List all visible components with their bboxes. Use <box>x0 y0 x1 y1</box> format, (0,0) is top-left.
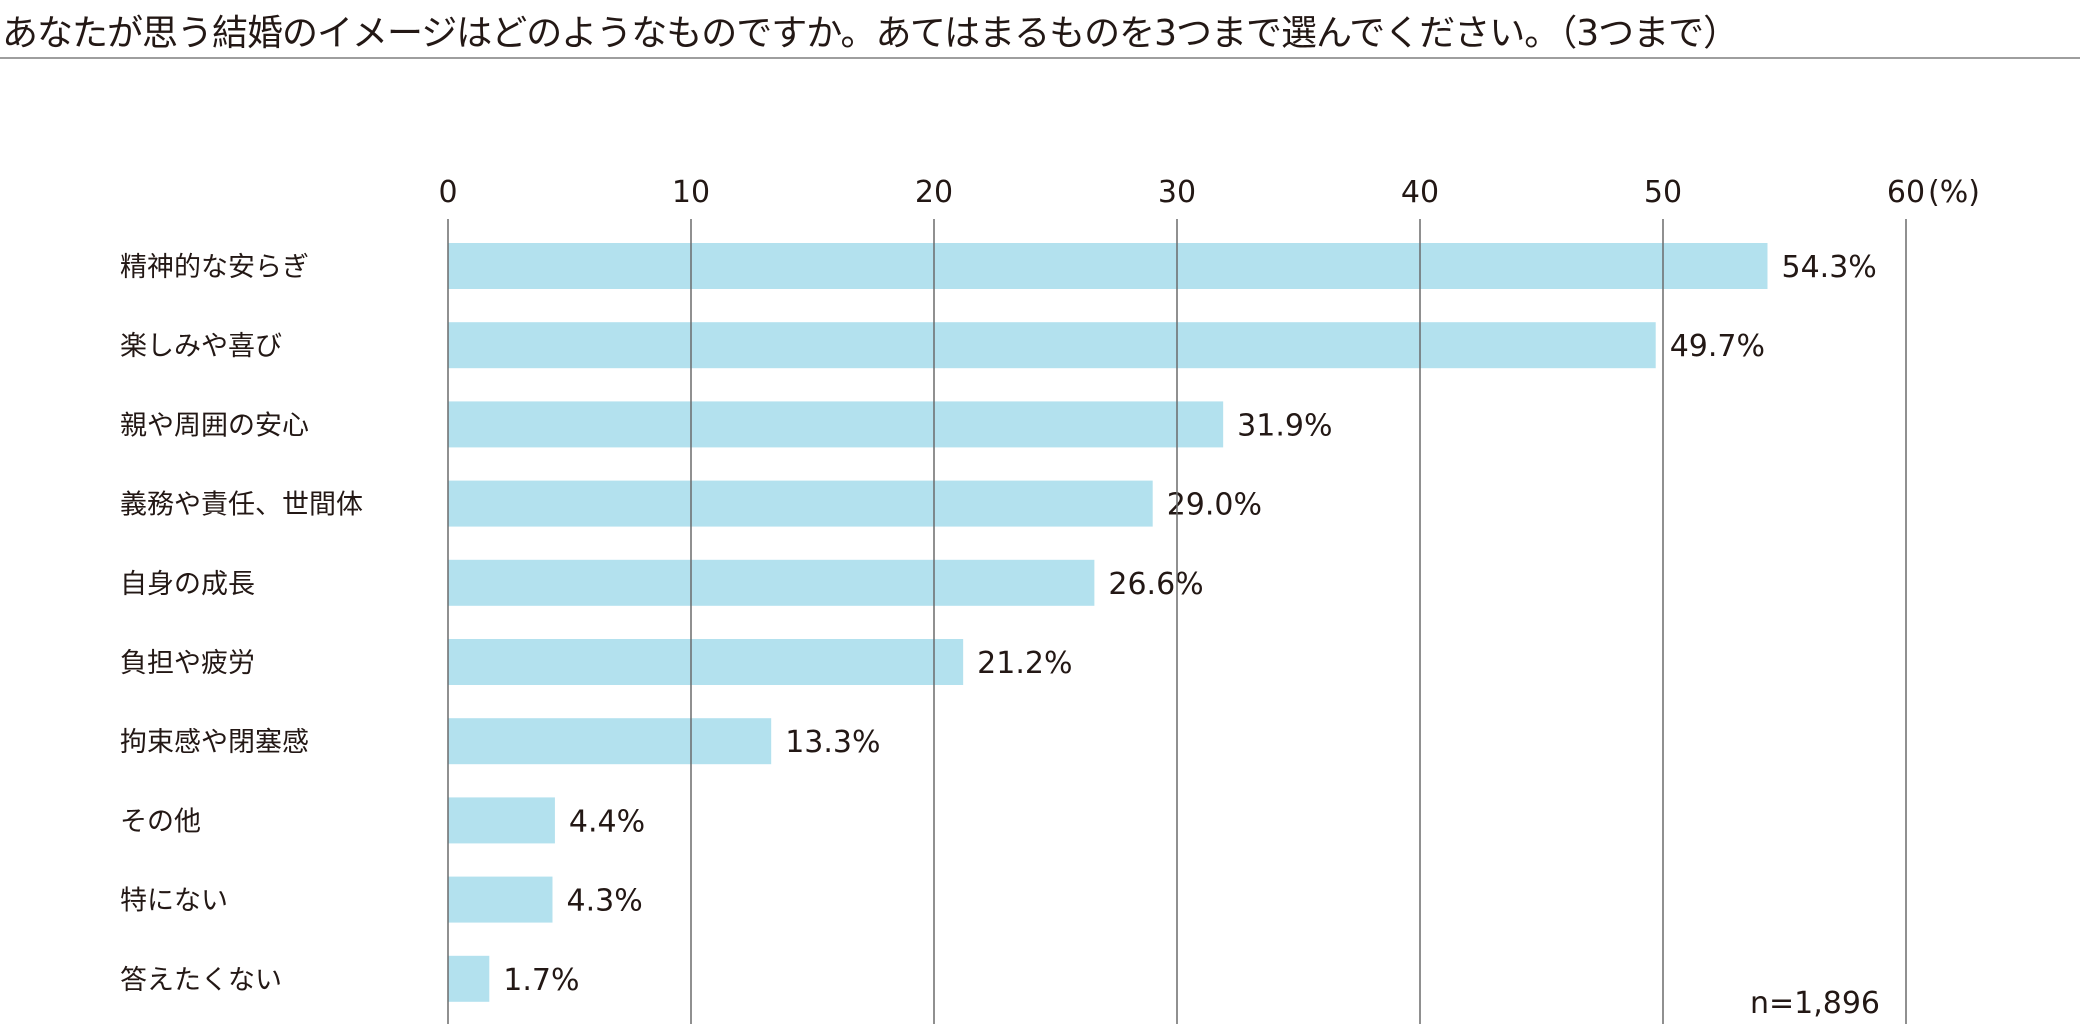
value-label: 49.7% <box>1670 329 1765 364</box>
tick-label: 60 <box>1887 175 1925 210</box>
value-label: 26.6% <box>1108 567 1203 602</box>
tick-label: 40 <box>1401 175 1439 210</box>
bar <box>448 480 1153 527</box>
tick-label: 10 <box>672 175 710 210</box>
bar <box>448 401 1224 448</box>
bar <box>448 559 1095 606</box>
sample-size-note: n=1,896 <box>1750 986 1880 1021</box>
bar <box>448 322 1656 369</box>
title-divider <box>0 57 2080 59</box>
value-label: 4.3% <box>566 884 642 919</box>
category-label: 楽しみや喜び <box>120 331 282 362</box>
category-label: 拘束感や閉塞感 <box>120 727 309 758</box>
tick-label: 30 <box>1158 175 1196 210</box>
category-label: 答えたくない <box>120 965 282 996</box>
bar <box>448 243 1768 289</box>
tick-label: 20 <box>915 175 953 210</box>
value-label: 29.0% <box>1167 488 1262 523</box>
chart-title: あなたが思う結婚のイメージはどのようなものですか。あてはまるものを3つまで選んで… <box>2 13 1739 54</box>
bar <box>448 955 490 1002</box>
value-label: 1.7% <box>503 963 579 998</box>
value-label: 21.2% <box>977 646 1072 681</box>
category-label: 精神的な安らぎ <box>120 252 309 283</box>
value-label: 54.3% <box>1781 250 1876 285</box>
value-label: 13.3% <box>785 725 880 760</box>
bar <box>448 718 772 765</box>
category-label: 親や周囲の安心 <box>120 410 309 441</box>
category-label: その他 <box>120 806 201 837</box>
tick-label: 0 <box>438 175 457 210</box>
tick-label: 50 <box>1644 175 1682 210</box>
category-label: 義務や責任、世間体 <box>120 490 363 521</box>
bar <box>448 639 964 685</box>
unit-label: (%) <box>1928 175 1980 210</box>
category-label: 負担や疲労 <box>120 648 255 679</box>
category-label: 自身の成長 <box>120 569 255 600</box>
bar <box>448 797 555 844</box>
value-label: 31.9% <box>1237 408 1332 443</box>
value-label: 4.4% <box>569 804 645 839</box>
bar <box>448 876 553 923</box>
category-label: 特にない <box>120 886 228 917</box>
